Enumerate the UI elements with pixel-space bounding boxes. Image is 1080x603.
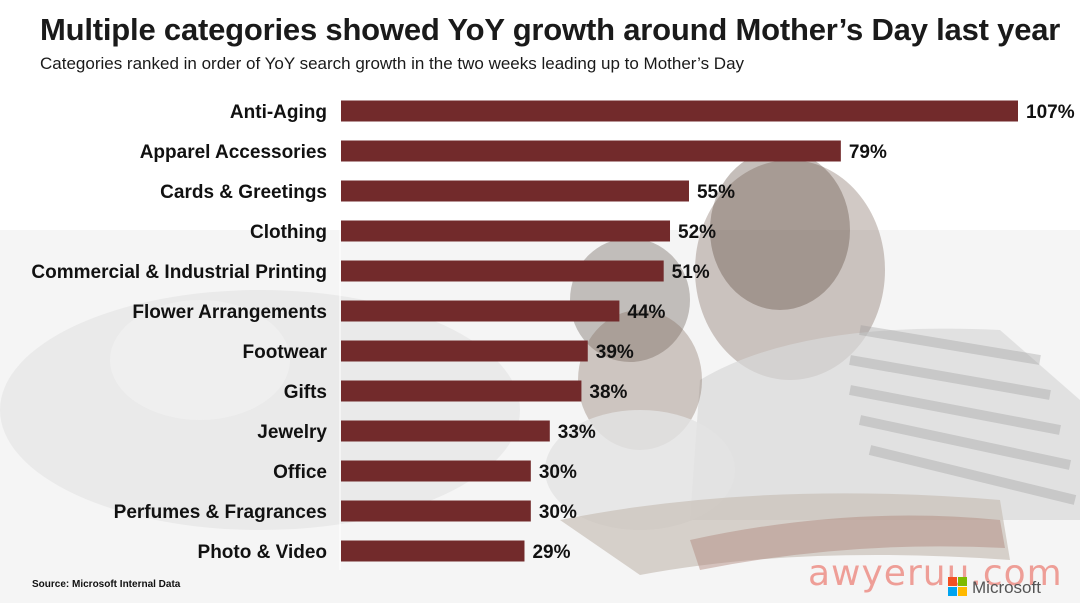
value-label: 51% [672,262,710,283]
bar [341,140,841,162]
category-label: Gifts [284,382,327,403]
bar [341,300,620,322]
value-label: 107% [1026,102,1075,123]
bar [341,460,531,482]
brand-name: Microsoft [972,578,1041,597]
bar [341,260,664,282]
bar [341,380,582,402]
category-label: Commercial & Industrial Printing [31,262,327,283]
bar [341,340,588,362]
bar [341,540,525,562]
watermark: awyeruu.com [808,553,1063,594]
value-label: 79% [849,142,887,163]
value-label: 30% [539,462,577,483]
category-label: Perfumes & Fragrances [114,502,327,523]
category-label: Anti-Aging [230,102,327,123]
logo-square-red [948,577,957,586]
page-subtitle: Categories ranked in order of YoY search… [40,54,745,73]
bar [341,180,689,202]
value-label: 29% [532,542,570,563]
microsoft-logo-icon [948,577,968,597]
bar [341,220,671,242]
category-label: Flower Arrangements [132,302,327,323]
category-label: Apparel Accessories [140,142,327,163]
logo-square-blue [948,587,957,596]
source-note: Source: Microsoft Internal Data [32,579,181,590]
value-label: 55% [697,182,735,203]
category-label: Clothing [250,222,327,243]
logo-square-yellow [958,587,967,596]
page-title: Multiple categories showed YoY growth ar… [40,12,1061,47]
category-label: Footwear [243,342,328,363]
value-label: 33% [558,422,596,443]
bar [341,420,550,442]
value-label: 38% [589,382,627,403]
bar [341,100,1018,122]
value-label: 52% [678,222,716,243]
category-label: Cards & Greetings [160,182,327,203]
category-label: Office [273,462,327,483]
category-label: Jewelry [257,422,327,443]
value-label: 44% [627,302,665,323]
value-label: 30% [539,502,577,523]
value-label: 39% [596,342,634,363]
category-label: Photo & Video [198,542,327,563]
logo-square-green [958,577,967,586]
bar [341,500,531,522]
